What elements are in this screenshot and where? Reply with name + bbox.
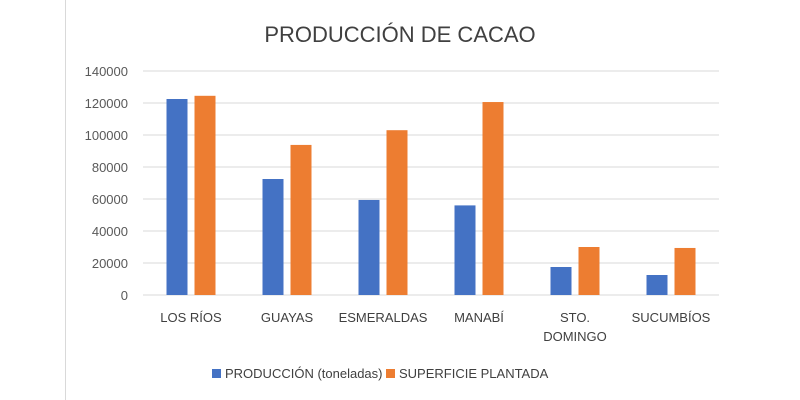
legend-label: SUPERFICIE PLANTADA [399, 366, 549, 381]
x-category-label: GUAYAS [261, 310, 314, 325]
y-tick-label: 140000 [85, 64, 128, 79]
chart-title: PRODUCCIÓN DE CACAO [264, 22, 535, 47]
x-category-label: SUCUMBÍOS [632, 310, 711, 325]
bar-superficie [578, 247, 600, 295]
bar-superficie [290, 144, 312, 295]
y-tick-label: 80000 [92, 160, 128, 175]
legend-label: PRODUCCIÓN (toneladas) [225, 366, 383, 381]
y-tick-label: 40000 [92, 224, 128, 239]
x-category-label: STO. [560, 310, 590, 325]
bar-produccion [646, 275, 668, 295]
bar-produccion [166, 99, 188, 295]
bar-superficie [194, 95, 216, 295]
bar-produccion [454, 205, 476, 295]
y-tick-label: 60000 [92, 192, 128, 207]
x-category-label: DOMINGO [543, 329, 607, 344]
bar-superficie [482, 102, 504, 295]
y-tick-label: 20000 [92, 256, 128, 271]
chart-frame [65, 0, 736, 400]
bar-produccion [358, 199, 380, 295]
y-tick-label: 120000 [85, 96, 128, 111]
y-tick-label: 0 [121, 288, 128, 303]
bar-superficie [674, 247, 696, 295]
x-category-label: LOS RÍOS [160, 310, 222, 325]
x-category-label: MANABÍ [454, 310, 504, 325]
legend-swatch [212, 369, 221, 378]
y-tick-label: 100000 [85, 128, 128, 143]
bar-produccion [550, 267, 572, 295]
legend-swatch [386, 369, 395, 378]
x-category-label: ESMERALDAS [339, 310, 428, 325]
bar-superficie [386, 130, 408, 295]
bar-produccion [262, 179, 284, 295]
